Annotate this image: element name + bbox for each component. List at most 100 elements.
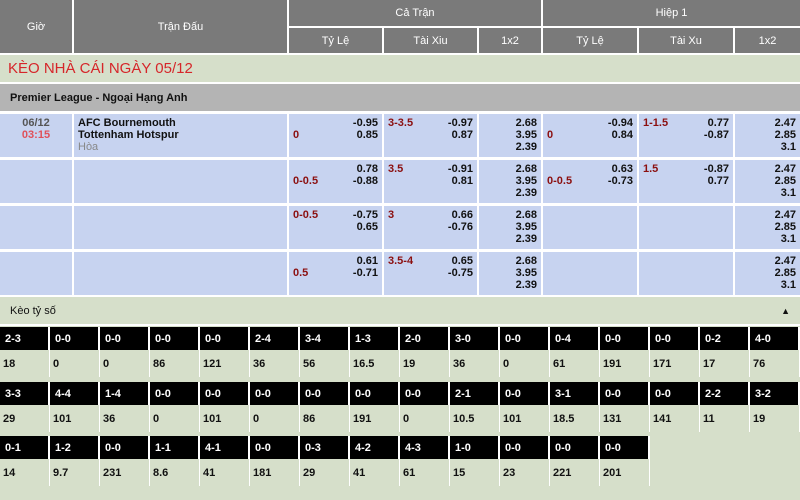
score-cell[interactable]: 0-0 86: [300, 382, 350, 432]
odds-value[interactable]: 0.65: [356, 221, 378, 233]
league-header[interactable]: Premier League - Ngoại Hạng Anh: [0, 84, 800, 111]
over-under-odds-cell[interactable]: 3 0.66 -0.76: [384, 206, 477, 249]
score-cell[interactable]: 0-1 14: [0, 436, 50, 486]
over-under-odds-cell[interactable]: 3.5-4 0.65 -0.75: [384, 252, 477, 295]
score-cell[interactable]: 0-0 231: [100, 436, 150, 486]
half-handicap-odds-cell[interactable]: 0 -0.94 0.84: [543, 114, 637, 157]
score-cell[interactable]: 0-0 101: [200, 382, 250, 432]
score-cell[interactable]: 0-0 191: [600, 327, 650, 377]
score-cell[interactable]: 1-2 9.7: [50, 436, 100, 486]
score-cell[interactable]: 0-0 0: [500, 327, 550, 377]
score-cell[interactable]: 4-2 41: [350, 436, 400, 486]
half-1x2-odds-cell[interactable]: 2.47 2.85 3.1: [735, 114, 800, 157]
score-cell[interactable]: 0-0 131: [600, 382, 650, 432]
half-1x2-odds[interactable]: 2.85: [774, 267, 796, 279]
1x2-odds-cell[interactable]: 2.68 3.95 2.39: [479, 114, 541, 157]
half-1x2-odds[interactable]: 2.47: [774, 209, 796, 221]
half-1x2-odds-cell[interactable]: 2.47 2.85 3.1: [735, 206, 800, 249]
score-cell[interactable]: 2-0 19: [400, 327, 450, 377]
odds-value[interactable]: 0.61: [356, 255, 378, 267]
half-1x2-odds-cell[interactable]: 2.47 2.85 3.1: [735, 252, 800, 295]
1x2-odds[interactable]: 2.39: [515, 141, 537, 153]
1x2-odds[interactable]: 3.95: [515, 129, 537, 141]
score-cell[interactable]: 0-2 17: [700, 327, 750, 377]
score-cell[interactable]: 1-4 36: [100, 382, 150, 432]
score-cell[interactable]: 0-0 101: [500, 382, 550, 432]
score-cell[interactable]: 0-0 0: [150, 382, 200, 432]
half-1x2-odds[interactable]: 2.47: [774, 255, 796, 267]
odds-value[interactable]: -0.97: [447, 117, 473, 129]
half-1x2-odds[interactable]: 2.47: [774, 117, 796, 129]
half-1x2-odds[interactable]: 3.1: [780, 187, 796, 199]
half-1x2-odds[interactable]: 3.1: [780, 279, 796, 291]
1x2-odds[interactable]: 3.95: [515, 175, 537, 187]
odds-value[interactable]: -0.76: [447, 221, 473, 233]
score-cell[interactable]: 4-4 101: [50, 382, 100, 432]
score-cell[interactable]: 3-3 29: [0, 382, 50, 432]
odds-value[interactable]: 0.78: [356, 163, 378, 175]
away-team[interactable]: Tottenham Hotspur: [78, 129, 179, 141]
1x2-odds-cell[interactable]: 2.68 3.95 2.39: [479, 252, 541, 295]
score-cell[interactable]: 3-0 36: [450, 327, 500, 377]
half-1x2-odds[interactable]: 2.85: [774, 129, 796, 141]
1x2-odds[interactable]: 2.68: [515, 117, 537, 129]
1x2-odds-cell[interactable]: 2.68 3.95 2.39: [479, 206, 541, 249]
odds-value[interactable]: -0.87: [703, 163, 729, 175]
odds-value[interactable]: -0.94: [607, 117, 633, 129]
triangle-up-icon[interactable]: ▲: [781, 305, 790, 316]
1x2-odds[interactable]: 2.68: [515, 163, 537, 175]
score-cell[interactable]: 0-0 141: [650, 382, 700, 432]
odds-value[interactable]: 0.66: [451, 209, 473, 221]
half-over-under-odds-cell[interactable]: 1-1.5 0.77 -0.87: [639, 114, 733, 157]
odds-value[interactable]: 0.77: [707, 117, 729, 129]
score-cell[interactable]: 0-0 221: [550, 436, 600, 486]
score-cell[interactable]: 3-4 56: [300, 327, 350, 377]
1x2-odds[interactable]: 2.39: [515, 187, 537, 199]
handicap-odds-cell[interactable]: 0-0.5 -0.75 0.65: [289, 206, 382, 249]
handicap-odds-cell[interactable]: 0.5 0.61 -0.71: [289, 252, 382, 295]
score-cell[interactable]: 2-4 36: [250, 327, 300, 377]
1x2-odds[interactable]: 2.68: [515, 209, 537, 221]
score-cell[interactable]: 1-0 15: [450, 436, 500, 486]
handicap-odds-cell[interactable]: 0-0.5 0.78 -0.88: [289, 160, 382, 203]
score-cell[interactable]: 0-0 0: [100, 327, 150, 377]
score-cell[interactable]: 4-0 76: [750, 327, 800, 377]
over-under-odds-cell[interactable]: 3-3.5 -0.97 0.87: [384, 114, 477, 157]
half-1x2-odds[interactable]: 2.47: [774, 163, 796, 175]
odds-value[interactable]: 0.81: [451, 175, 473, 187]
score-cell[interactable]: 0-0 23: [500, 436, 550, 486]
home-team[interactable]: AFC Bournemouth: [78, 117, 176, 129]
odds-value[interactable]: -0.75: [447, 267, 473, 279]
half-1x2-odds[interactable]: 2.85: [774, 175, 796, 187]
half-1x2-odds[interactable]: 2.85: [774, 221, 796, 233]
score-cell[interactable]: 0-0 0: [400, 382, 450, 432]
odds-value[interactable]: 0.65: [451, 255, 473, 267]
score-cell[interactable]: 0-0 121: [200, 327, 250, 377]
score-cell[interactable]: 1-1 8.6: [150, 436, 200, 486]
1x2-odds-cell[interactable]: 2.68 3.95 2.39: [479, 160, 541, 203]
score-cell[interactable]: 0-0 0: [250, 382, 300, 432]
odds-value[interactable]: -0.73: [607, 175, 633, 187]
odds-value[interactable]: -0.71: [352, 267, 378, 279]
odds-value[interactable]: -0.95: [352, 117, 378, 129]
odds-value[interactable]: -0.91: [447, 163, 473, 175]
half-1x2-odds-cell[interactable]: 2.47 2.85 3.1: [735, 160, 800, 203]
score-cell[interactable]: 0-0 191: [350, 382, 400, 432]
half-1x2-odds[interactable]: 3.1: [780, 141, 796, 153]
1x2-odds[interactable]: 3.95: [515, 267, 537, 279]
half-over-under-odds-cell[interactable]: 1.5 -0.87 0.77: [639, 160, 733, 203]
half-handicap-odds-cell[interactable]: [543, 206, 637, 249]
1x2-odds[interactable]: 2.39: [515, 233, 537, 245]
score-cell[interactable]: 0-0 201: [600, 436, 650, 486]
1x2-odds[interactable]: 2.68: [515, 255, 537, 267]
score-cell[interactable]: 0-4 61: [550, 327, 600, 377]
score-cell[interactable]: 0-0 86: [150, 327, 200, 377]
odds-value[interactable]: 0.87: [451, 129, 473, 141]
correct-score-header[interactable]: Kèo tỷ số ▲: [0, 297, 800, 324]
1x2-odds[interactable]: 3.95: [515, 221, 537, 233]
score-cell[interactable]: 3-2 19: [750, 382, 800, 432]
score-cell[interactable]: 1-3 16.5: [350, 327, 400, 377]
handicap-odds-cell[interactable]: 0 -0.95 0.85: [289, 114, 382, 157]
score-cell[interactable]: 3-1 18.5: [550, 382, 600, 432]
score-cell[interactable]: 0-0 0: [50, 327, 100, 377]
